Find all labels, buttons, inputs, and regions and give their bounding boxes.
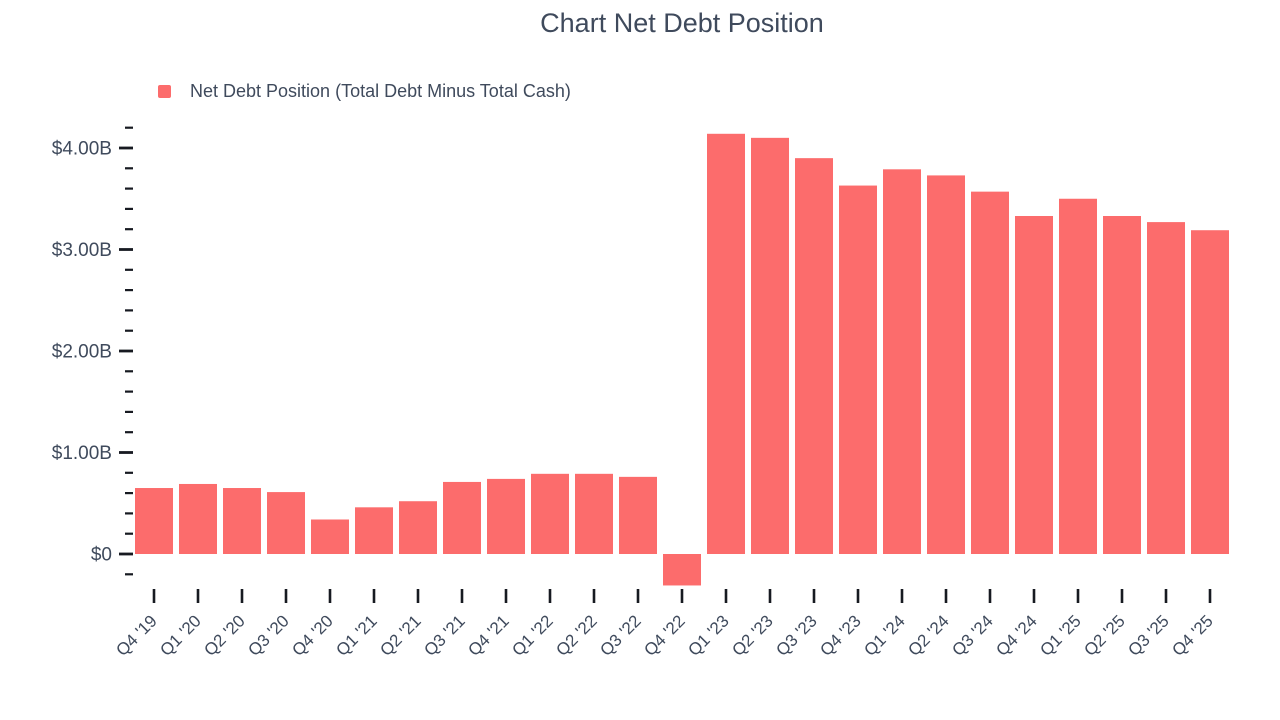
x-axis-label: Q4 '22 <box>640 611 688 659</box>
x-axis-label: Q4 '19 <box>112 611 160 659</box>
bar[interactable] <box>839 185 877 554</box>
bar[interactable] <box>971 191 1009 554</box>
y-axis-label: $2.00B <box>52 342 112 363</box>
x-axis-label: Q2 '21 <box>376 611 424 659</box>
bar[interactable] <box>707 133 745 555</box>
x-axis-label: Q3 '23 <box>772 611 820 659</box>
bar[interactable] <box>531 473 569 554</box>
x-axis-label: Q1 '25 <box>1036 611 1084 659</box>
x-axis-label: Q1 '23 <box>684 611 732 659</box>
bar[interactable] <box>883 169 921 554</box>
x-axis-label: Q3 '24 <box>948 611 996 659</box>
bar[interactable] <box>927 175 965 554</box>
x-axis-label: Q3 '21 <box>420 611 468 659</box>
legend-item[interactable]: Net Debt Position (Total Debt Minus Tota… <box>158 80 571 102</box>
x-axis-label: Q1 '22 <box>508 611 556 659</box>
bar[interactable] <box>1147 222 1185 554</box>
y-axis-label: $3.00B <box>52 240 112 261</box>
bar[interactable] <box>751 137 789 554</box>
legend-swatch-icon <box>158 84 171 98</box>
bar[interactable] <box>135 488 173 554</box>
x-axis-label: Q1 '24 <box>860 611 908 659</box>
bar[interactable] <box>1103 216 1141 554</box>
x-axis-label: Q2 '24 <box>904 611 952 659</box>
x-axis-label: Q4 '21 <box>464 611 512 659</box>
x-axis-label: Q3 '20 <box>244 611 292 659</box>
bar[interactable] <box>487 478 525 554</box>
bar[interactable] <box>399 501 437 554</box>
bar[interactable] <box>267 492 305 554</box>
x-axis-label: Q2 '20 <box>200 611 248 659</box>
y-axis-label: $4.00B <box>52 139 112 160</box>
bar[interactable] <box>179 483 217 554</box>
x-axis-label: Q3 '22 <box>596 611 644 659</box>
bar[interactable] <box>795 158 833 554</box>
bar[interactable] <box>1059 198 1097 554</box>
chart-title: Chart Net Debt Position <box>540 8 824 38</box>
bar[interactable] <box>663 554 701 586</box>
y-axis-label: $1.00B <box>52 443 112 464</box>
bar[interactable] <box>355 507 393 554</box>
x-axis-label: Q4 '25 <box>1168 611 1216 659</box>
x-axis-label: Q2 '25 <box>1080 611 1128 659</box>
bar[interactable] <box>443 481 481 554</box>
bar[interactable] <box>1015 216 1053 554</box>
x-axis-label: Q1 '20 <box>156 611 204 659</box>
x-axis-label: Q3 '25 <box>1124 611 1172 659</box>
bar[interactable] <box>619 476 657 554</box>
bar[interactable] <box>311 519 349 554</box>
x-axis-label: Q4 '24 <box>992 611 1040 659</box>
bar[interactable] <box>223 488 261 554</box>
x-axis-label: Q2 '23 <box>728 611 776 659</box>
legend-label: Net Debt Position (Total Debt Minus Tota… <box>190 81 571 101</box>
x-axis-label: Q4 '20 <box>288 611 336 659</box>
x-axis-label: Q1 '21 <box>332 611 380 659</box>
bar[interactable] <box>1191 230 1229 554</box>
x-axis-label: Q4 '23 <box>816 611 864 659</box>
y-axis-label: $0 <box>91 545 112 566</box>
x-axis-label: Q2 '22 <box>552 611 600 659</box>
bar[interactable] <box>575 473 613 554</box>
